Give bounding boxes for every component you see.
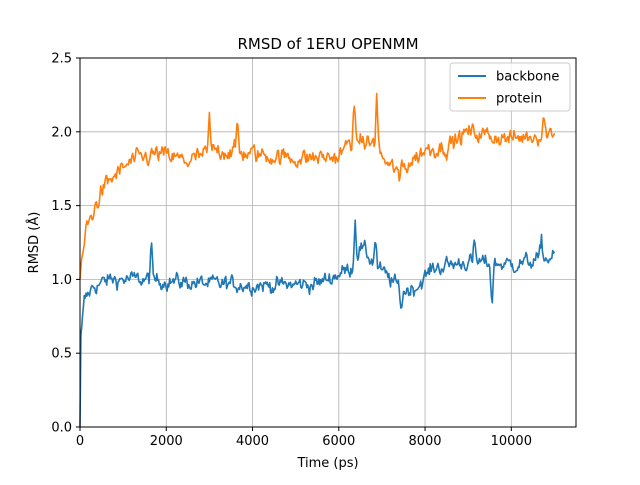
plot-frame bbox=[79, 57, 577, 428]
y-tick-label: 2.5 bbox=[51, 52, 72, 67]
x-axis-label: Time (ps) bbox=[296, 456, 358, 471]
y-tick-label: 2.0 bbox=[51, 125, 72, 140]
x-tick-label: 4000 bbox=[236, 434, 269, 449]
x-tick-label: 6000 bbox=[322, 434, 355, 449]
x-tick-label: 0 bbox=[76, 434, 84, 449]
x-tick-label: 2000 bbox=[150, 434, 183, 449]
y-tick-label: 1.0 bbox=[51, 273, 72, 288]
series-lines bbox=[79, 92, 556, 428]
y-axis-label: RMSD (Å) bbox=[26, 212, 42, 274]
series-line-backbone bbox=[79, 219, 556, 428]
x-tick-label: 10000 bbox=[491, 434, 532, 449]
legend: backbone protein bbox=[449, 62, 571, 112]
series-line-protein bbox=[79, 92, 556, 280]
axis-ticks: 0 2000 4000 6000 8000 10000 0.0 0.5 1.0 1.5 2.0 2.5 bbox=[51, 52, 532, 450]
legend-label-protein: protein bbox=[496, 92, 542, 107]
x-tick-label: 8000 bbox=[408, 434, 441, 449]
y-tick-label: 1.5 bbox=[51, 199, 72, 214]
legend-label-backbone: backbone bbox=[496, 70, 559, 85]
chart-title: RMSD of 1ERU OPENMM bbox=[237, 35, 418, 53]
grid-lines bbox=[79, 57, 576, 428]
y-tick-label: 0.5 bbox=[51, 347, 72, 362]
y-tick-label: 0.0 bbox=[51, 421, 72, 436]
